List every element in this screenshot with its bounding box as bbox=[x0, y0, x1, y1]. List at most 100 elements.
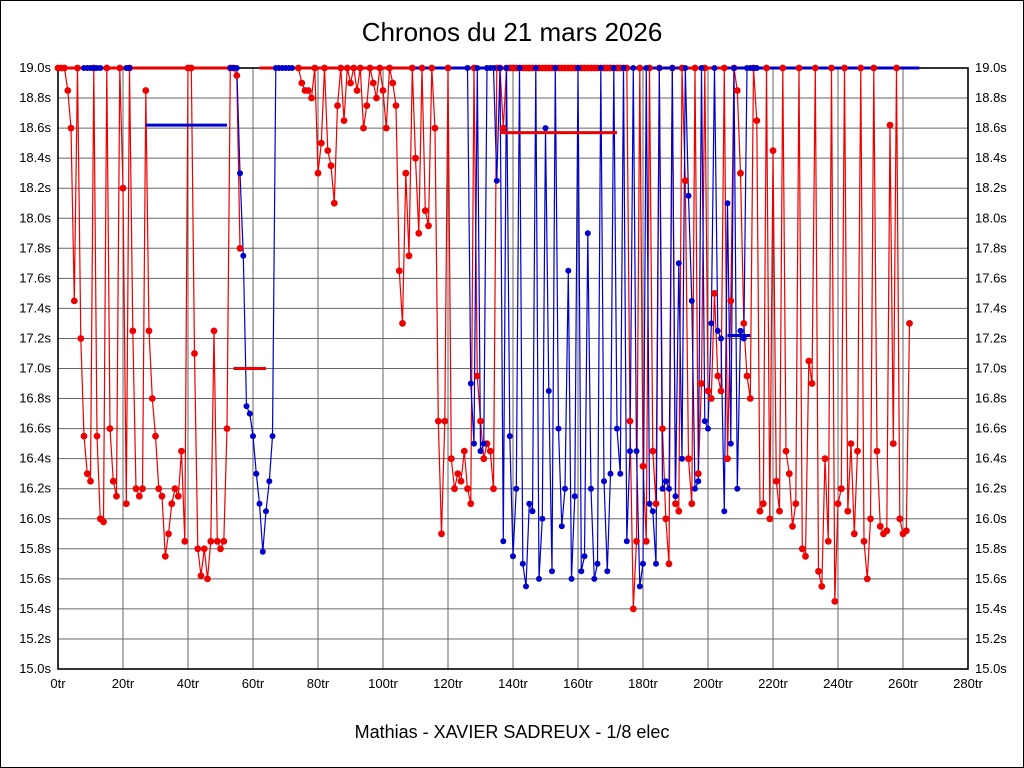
blue-series-point bbox=[516, 65, 523, 71]
red-series-point bbox=[642, 537, 650, 545]
red-series-point bbox=[847, 440, 855, 447]
blue-series-point bbox=[529, 508, 536, 515]
red-series-point bbox=[366, 64, 374, 72]
red-series-point bbox=[428, 64, 436, 72]
y-tick-label-right: 16.2s bbox=[975, 481, 1007, 496]
red-series-point bbox=[174, 492, 182, 500]
y-tick-label-left: 16.4s bbox=[19, 451, 51, 466]
red-series-point bbox=[402, 169, 410, 177]
y-tick-label-left: 15.2s bbox=[19, 631, 51, 646]
red-series-point bbox=[80, 432, 88, 440]
red-series-point bbox=[213, 537, 221, 545]
blue-series-point bbox=[672, 493, 679, 500]
red-series-point bbox=[347, 79, 354, 87]
red-series-point bbox=[356, 64, 364, 72]
red-series-point bbox=[197, 572, 205, 580]
y-tick-label-right: 16.8s bbox=[975, 391, 1007, 406]
blue-series-point bbox=[289, 65, 295, 71]
red-series-point bbox=[204, 575, 211, 583]
red-series-point bbox=[893, 64, 900, 72]
blue-series-point bbox=[711, 65, 718, 71]
red-series-point bbox=[821, 455, 829, 463]
y-tick-label-left: 17.8s bbox=[19, 240, 51, 255]
red-series-point bbox=[798, 545, 806, 553]
y-tick-label-left: 16.8s bbox=[19, 391, 51, 406]
blue-series-point bbox=[490, 65, 497, 71]
y-tick-label-right: 18.2s bbox=[975, 180, 1007, 195]
red-series-point bbox=[490, 485, 497, 493]
red-series-point bbox=[363, 102, 371, 109]
x-tick-label: 40tr bbox=[177, 676, 200, 691]
blue-series-point bbox=[467, 380, 474, 387]
blue-series-point bbox=[659, 485, 666, 492]
red-series-point bbox=[340, 117, 348, 124]
blue-series-point bbox=[753, 65, 760, 71]
red-series-point bbox=[431, 124, 439, 132]
red-series-point bbox=[652, 500, 660, 508]
y-tick-label-left: 16.6s bbox=[19, 421, 51, 436]
red-series-point bbox=[412, 154, 419, 162]
blue-series-point bbox=[240, 252, 247, 259]
red-series-point bbox=[746, 395, 754, 402]
blue-series-point bbox=[721, 508, 728, 515]
red-series-point bbox=[860, 537, 868, 545]
y-tick-label-left: 18.6s bbox=[19, 120, 51, 135]
red-series-point bbox=[707, 395, 715, 402]
red-series-point bbox=[824, 537, 832, 545]
blue-series-line bbox=[230, 67, 292, 552]
blue-series-line bbox=[492, 67, 757, 587]
red-series-point bbox=[857, 64, 865, 72]
red-series-point bbox=[236, 244, 244, 252]
red-series-point bbox=[330, 199, 338, 207]
x-tick-label: 100tr bbox=[368, 676, 398, 691]
red-series-point bbox=[769, 147, 777, 155]
x-tick-label: 20tr bbox=[112, 676, 135, 691]
blue-series-point bbox=[734, 485, 741, 492]
red-series-point bbox=[633, 537, 640, 545]
blue-series-point bbox=[718, 335, 724, 342]
blue-series-point bbox=[604, 568, 611, 575]
red-series-point bbox=[421, 207, 429, 215]
blue-series-point bbox=[513, 485, 520, 492]
y-tick-label-left: 15.4s bbox=[19, 601, 51, 616]
red-series-point bbox=[77, 335, 85, 342]
red-series-point bbox=[434, 417, 442, 425]
y-tick-label-right: 15.4s bbox=[975, 601, 1007, 616]
red-series-point bbox=[883, 527, 891, 535]
y-tick-label-right: 18.0s bbox=[975, 210, 1007, 225]
red-series-point bbox=[659, 425, 666, 432]
x-tick-label: 280tr bbox=[953, 676, 983, 691]
red-series-point bbox=[106, 425, 114, 432]
blue-series-point bbox=[464, 65, 471, 71]
y-tick-label-left: 18.0s bbox=[19, 210, 51, 225]
blue-series-point bbox=[669, 65, 676, 71]
red-series-point bbox=[70, 297, 78, 305]
red-series-point bbox=[727, 297, 735, 305]
red-series-point bbox=[187, 64, 195, 72]
blue-series-point bbox=[500, 538, 507, 545]
red-series-point bbox=[191, 350, 198, 357]
blue-series-point bbox=[731, 65, 737, 71]
blue-series-point bbox=[584, 230, 591, 237]
red-series-point bbox=[753, 117, 761, 124]
red-series-point bbox=[704, 387, 712, 395]
red-series-point bbox=[863, 575, 871, 583]
blue-series-point bbox=[591, 575, 598, 582]
red-series-point bbox=[818, 583, 826, 590]
blue-series-point bbox=[630, 65, 637, 71]
y-tick-label-left: 18.2s bbox=[19, 180, 51, 195]
blue-series-point bbox=[578, 568, 585, 575]
red-series-point bbox=[828, 64, 835, 72]
red-series-point bbox=[772, 477, 780, 485]
red-series-point bbox=[808, 380, 816, 387]
red-series-point bbox=[688, 500, 696, 508]
y-tick-label-right: 17.4s bbox=[975, 300, 1007, 315]
red-series-point bbox=[724, 455, 731, 463]
red-series-point bbox=[795, 64, 803, 72]
red-series-point bbox=[457, 477, 465, 485]
y-tick-label-left: 15.0s bbox=[19, 661, 51, 676]
red-series-point bbox=[811, 64, 819, 72]
blue-series-point bbox=[233, 65, 240, 71]
blue-series-point bbox=[519, 560, 526, 567]
